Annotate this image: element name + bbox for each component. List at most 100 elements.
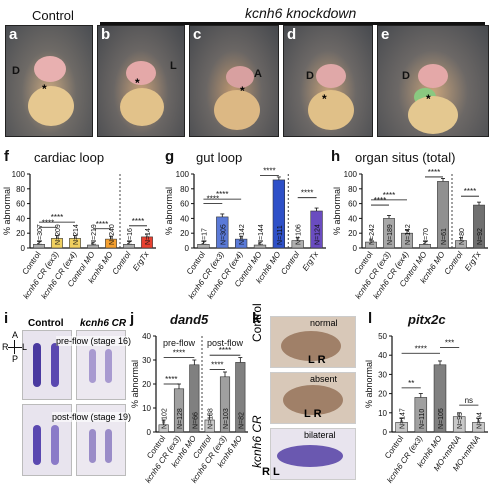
sig-label: **** — [173, 349, 185, 358]
y-tick-label: 60 — [16, 200, 25, 209]
panel-k-rl: R L — [262, 466, 280, 478]
y-tick-label: 60 — [348, 200, 357, 209]
y-tick-label: 20 — [16, 229, 25, 238]
bar — [455, 240, 467, 249]
n-label: N=240 — [109, 224, 116, 245]
panel-k-normal-label: normal — [310, 318, 338, 328]
n-label: N=138 — [208, 408, 215, 429]
category-label: ErgTx — [131, 249, 151, 272]
y-tick-label: 20 — [180, 229, 189, 238]
y-axis-label: % abnormal — [164, 187, 174, 235]
photo-c-star: * — [240, 84, 245, 98]
panel-label-j: j — [130, 310, 135, 327]
y-tick-label: 80 — [348, 185, 357, 194]
n-label: N=189 — [387, 224, 394, 245]
chart-l-title: pitx2c — [408, 312, 446, 327]
n-label: N=214 — [73, 224, 80, 245]
n-label: N=16 — [127, 228, 134, 245]
panel-k-lr1: L R — [308, 354, 326, 366]
n-label: N=80 — [459, 228, 466, 245]
panel-k-bilateral-label: bilateral — [304, 430, 336, 440]
bar — [69, 238, 81, 249]
photo-a-arrow-label: D — [12, 65, 20, 77]
group-label: pre-flow — [163, 338, 196, 348]
photo-b-star: * — [135, 76, 140, 90]
y-tick-label: 100 — [12, 170, 26, 179]
panel-i-axis-l: L — [22, 342, 28, 352]
photo-panel-d — [283, 25, 373, 137]
sig-label: **** — [96, 220, 108, 229]
chart-h-title: organ situs (total) — [355, 150, 456, 165]
n-label: N=92 — [477, 228, 484, 245]
sig-label: **** — [301, 189, 313, 198]
y-tick-label: 40 — [16, 214, 25, 223]
sig-label: **** — [165, 375, 177, 384]
y-tick-label: 10 — [142, 404, 151, 413]
panel-label-i: i — [4, 310, 9, 327]
panel-i-post-label: post-flow (stage 19) — [52, 412, 132, 422]
sig-label: **** — [428, 168, 440, 177]
panel-label-a: a — [9, 26, 18, 43]
sig-label: ** — [408, 379, 414, 388]
bar — [51, 238, 63, 249]
sig-label: **** — [383, 191, 395, 200]
n-label: N=209 — [55, 224, 62, 245]
sig-label: **** — [42, 218, 54, 227]
panel-k-normal — [270, 316, 356, 368]
sig-label: *** — [445, 339, 454, 348]
panel-label-e: e — [381, 26, 390, 43]
y-tick-label: 0 — [147, 428, 152, 437]
panel-k-side-cr: kcnh6 CR — [250, 415, 264, 468]
y-tick-label: 40 — [142, 332, 151, 341]
photo-panel-e — [377, 25, 489, 137]
n-label: N=110 — [419, 409, 426, 429]
n-label: N=103 — [223, 408, 230, 429]
panel-k-absent-label: absent — [310, 374, 338, 384]
photo-panel-c — [189, 25, 279, 137]
y-tick-label: 80 — [16, 185, 25, 194]
group-label: post-flow — [207, 338, 244, 348]
category-label: Control — [110, 250, 132, 276]
photo-c-arrow-label: A — [254, 68, 262, 80]
panel-label-k: k — [252, 310, 261, 327]
y-tick-label: 0 — [185, 244, 190, 253]
panel-k-bilateral — [270, 428, 356, 480]
photo-e-arrow-label: D — [402, 70, 410, 82]
n-label: N=94 — [476, 412, 483, 429]
sig-label: **** — [415, 344, 427, 353]
y-tick-label: 0 — [353, 244, 358, 253]
n-label: N=17 — [201, 228, 208, 245]
n-label: N=105 — [438, 408, 445, 429]
photo-panel-a — [5, 25, 93, 137]
sig-label: **** — [132, 217, 144, 226]
category-label: ErgTx — [463, 249, 483, 272]
n-label: N=144 — [258, 224, 265, 245]
n-label: N=307 — [37, 224, 44, 245]
panel-label-f: f — [4, 148, 9, 165]
n-label: N=242 — [369, 224, 376, 245]
sig-label: **** — [51, 213, 63, 222]
y-tick-label: 80 — [180, 185, 189, 194]
bar — [253, 244, 267, 249]
panel-i-axis-a: A — [12, 330, 19, 340]
sig-label: **** — [263, 166, 275, 175]
panel-label-b: b — [101, 26, 111, 43]
panel-label-d: d — [287, 26, 297, 43]
y-tick-label: 50 — [378, 332, 387, 341]
photo-a-star: * — [42, 82, 47, 96]
chart-g-title: gut loop — [196, 150, 243, 165]
y-axis-label: % abnormal — [130, 360, 140, 408]
photo-d-star: * — [322, 92, 327, 106]
photo-panel-b — [97, 25, 185, 137]
n-label: N=305 — [220, 224, 227, 245]
sig-label: **** — [216, 190, 228, 199]
panel-i-col-cr: kcnh6 CR — [80, 318, 127, 329]
n-label: N=124 — [315, 224, 322, 245]
sig-label: **** — [219, 346, 231, 355]
y-tick-label: 20 — [378, 390, 387, 399]
header-control: Control — [32, 8, 74, 23]
panel-label-c: c — [193, 26, 202, 43]
